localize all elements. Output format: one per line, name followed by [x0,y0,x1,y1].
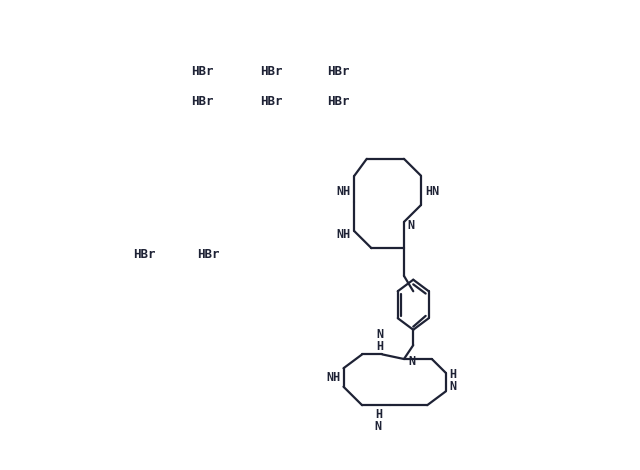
Text: NH: NH [336,228,351,241]
Text: HBr: HBr [191,95,213,109]
Text: HBr: HBr [191,65,213,78]
Text: H
N: H N [375,408,382,433]
Text: HBr: HBr [196,248,220,261]
Text: N: N [408,355,416,368]
Text: NH: NH [326,371,340,384]
Text: H
N: H N [449,368,456,393]
Text: N: N [408,219,415,232]
Text: HBr: HBr [326,65,349,78]
Text: NH: NH [336,185,351,198]
Text: HN: HN [425,185,439,198]
Text: HBr: HBr [260,95,282,109]
Text: HBr: HBr [260,65,282,78]
Text: N
H: N H [377,329,384,353]
Text: HBr: HBr [133,248,156,261]
Text: HBr: HBr [326,95,349,109]
